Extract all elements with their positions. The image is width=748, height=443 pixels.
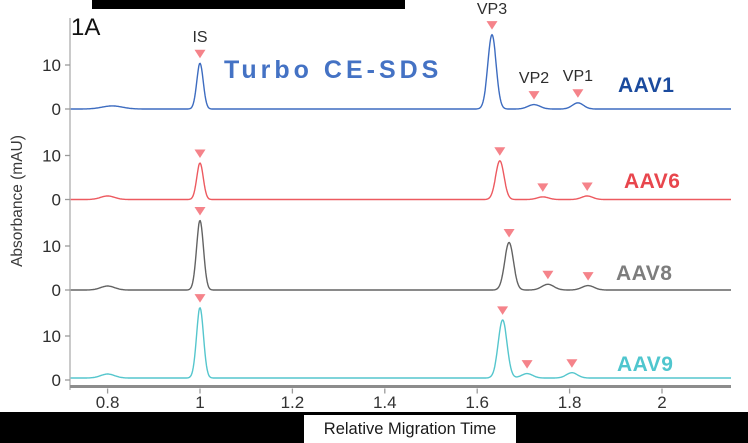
peak-marker-icon	[194, 49, 206, 59]
y-tick-label: 10	[42, 237, 61, 256]
trace-name-aav9: AAV9	[617, 353, 674, 376]
peak-marker-icon	[194, 207, 206, 216]
panel-tag: 1A	[71, 14, 101, 41]
y-tick-label: 0	[52, 371, 61, 390]
peak-marker-icon	[194, 294, 206, 303]
peak-label-vp3: VP3	[476, 1, 508, 18]
x-tick-label: 2	[657, 393, 666, 412]
plot-area: 0 10 0 10 0 10 0 10 0.8 1 1.2 1.4 1.6 1.8 2	[42, 18, 732, 412]
peak-marker-icon	[566, 359, 578, 368]
trace-AAV6	[70, 160, 732, 201]
peak-marker-icon	[528, 91, 540, 100]
peak-label-is: IS	[192, 28, 208, 46]
peak-marker-icon	[537, 183, 549, 192]
peak-marker-icon	[572, 89, 584, 98]
peak-marker-icon	[494, 147, 506, 156]
y-axis-label: Absorbance (mAU)	[9, 135, 26, 267]
peak-marker-icon	[194, 149, 206, 158]
peak-marker-icon	[497, 306, 509, 315]
peak-marker-icon	[581, 182, 593, 191]
chart-title: Turbo CE-SDS	[224, 56, 443, 84]
peak-marker-icon	[521, 360, 533, 369]
y-tick-label: 10	[42, 327, 61, 346]
trace-name-aav6: AAV6	[624, 170, 681, 193]
trace-AAV1	[70, 33, 732, 110]
x-axis-label-box: Relative Migration Time	[304, 415, 516, 443]
peak-marker-icon	[503, 229, 515, 238]
x-tick-label: 1.6	[465, 393, 489, 412]
y-tick-label: 0	[52, 191, 61, 210]
trace-AAV9	[70, 307, 732, 379]
x-tick-label: 1.8	[558, 393, 582, 412]
x-axis-label: Relative Migration Time	[323, 419, 497, 438]
peak-marker-icon	[582, 272, 594, 281]
peak-marker-icon	[486, 21, 498, 30]
y-tick-label: 10	[42, 56, 61, 75]
trace-name-aav8: AAV8	[616, 262, 673, 285]
y-tick-label: 10	[42, 147, 61, 166]
bottom-black-bar: Relative Migration Time	[0, 412, 748, 443]
peak-marker-icon	[542, 270, 554, 280]
trace-name-aav1: AAV1	[618, 74, 675, 97]
x-tick-label: 1.4	[373, 393, 397, 412]
x-tick-label: 0.8	[96, 393, 120, 412]
y-tick-label: 0	[52, 100, 61, 119]
x-tick-label: 1	[195, 393, 204, 412]
trace-AAV8	[70, 219, 732, 291]
y-tick-label: 0	[52, 281, 61, 300]
peak-label-vp1: VP1	[562, 68, 594, 86]
top-black-bar	[92, 0, 405, 9]
peak-label-vp2: VP2	[518, 70, 550, 88]
x-tick-label: 1.2	[281, 393, 305, 412]
